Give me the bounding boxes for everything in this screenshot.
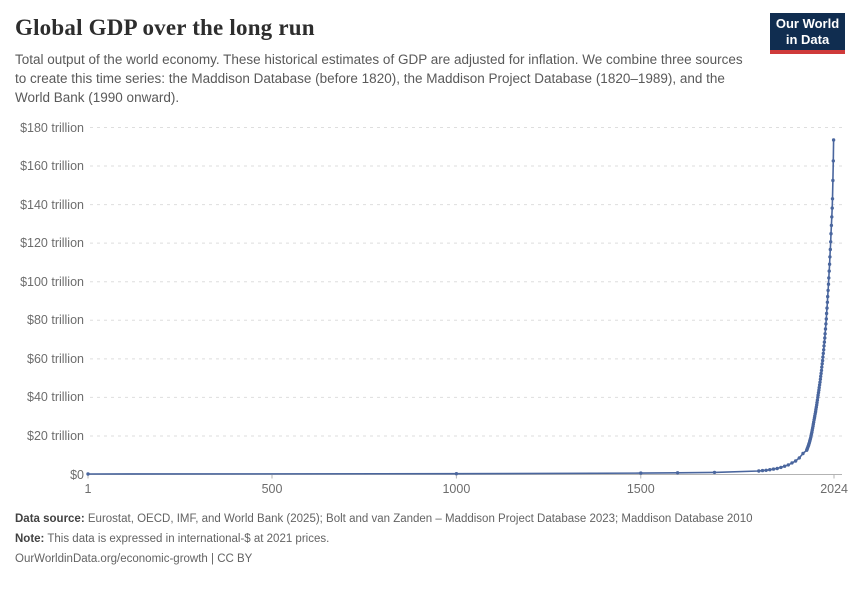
data-point[interactable] <box>815 398 820 402</box>
data-point[interactable] <box>820 365 824 369</box>
y-tick-label: $0 <box>70 467 84 482</box>
note-line: Note: This data is expressed in internat… <box>15 530 815 548</box>
y-tick-label: $160 trillion <box>20 159 84 174</box>
chart-header: Global GDP over the long run Total outpu… <box>0 0 850 107</box>
data-point[interactable] <box>817 383 822 387</box>
data-point[interactable] <box>821 355 825 359</box>
data-point[interactable] <box>779 465 783 470</box>
data-point[interactable] <box>818 380 822 384</box>
data-source-label: Data source: <box>15 513 85 525</box>
data-point[interactable] <box>819 368 824 373</box>
data-point[interactable] <box>816 393 820 397</box>
data-point[interactable] <box>826 288 830 293</box>
data-point[interactable] <box>820 358 825 363</box>
data-point[interactable] <box>831 178 835 183</box>
data-point[interactable] <box>817 388 821 392</box>
data-point[interactable] <box>768 468 772 472</box>
data-point[interactable] <box>757 469 761 473</box>
data-point[interactable] <box>786 463 790 467</box>
y-tick-label: $120 trillion <box>20 236 84 251</box>
owid-logo[interactable]: Our World in Data <box>770 13 845 54</box>
y-tick-label: $180 trillion <box>20 120 84 135</box>
data-point[interactable] <box>831 138 836 142</box>
data-point[interactable] <box>790 461 794 465</box>
data-point[interactable] <box>827 276 831 280</box>
data-point[interactable] <box>675 471 680 475</box>
data-point[interactable] <box>712 470 717 475</box>
y-tick-label: $100 trillion <box>20 274 84 289</box>
data-point[interactable] <box>830 215 834 219</box>
data-point[interactable] <box>817 385 821 390</box>
y-tick-label: $40 trillion <box>27 390 84 405</box>
data-point[interactable] <box>829 223 834 228</box>
data-point[interactable] <box>797 456 801 460</box>
data-point[interactable] <box>818 377 823 381</box>
data-point[interactable] <box>819 371 823 376</box>
data-point[interactable] <box>829 240 833 244</box>
data-point[interactable] <box>816 390 821 395</box>
data-point[interactable] <box>823 336 827 340</box>
x-tick-label: 2024 <box>820 481 848 496</box>
data-source-line: Data source: Eurostat, OECD, IMF, and Wo… <box>15 510 815 528</box>
note-text: This data is expressed in international-… <box>47 533 330 545</box>
data-point[interactable] <box>801 451 805 456</box>
x-tick-label: 1000 <box>442 481 471 496</box>
data-point[interactable] <box>822 348 826 352</box>
y-tick-label: $140 trillion <box>20 197 84 212</box>
data-point[interactable] <box>826 282 831 286</box>
y-tick-label: $80 trillion <box>27 313 84 328</box>
data-point[interactable] <box>828 255 832 259</box>
data-point[interactable] <box>822 340 827 344</box>
x-tick-label: 1500 <box>626 481 655 496</box>
y-tick-label: $60 trillion <box>27 351 84 366</box>
license-line: OurWorldinData.org/economic-growth | CC … <box>15 550 815 568</box>
data-point[interactable] <box>824 317 828 321</box>
gdp-line[interactable] <box>87 139 835 475</box>
chart-footer: Data source: Eurostat, OECD, IMF, and Wo… <box>0 498 850 568</box>
data-point[interactable] <box>824 322 828 326</box>
data-point[interactable] <box>827 262 832 266</box>
data-point[interactable] <box>829 232 833 236</box>
data-point[interactable] <box>830 206 834 210</box>
data-point[interactable] <box>454 472 459 476</box>
data-point[interactable] <box>823 327 828 331</box>
data-point[interactable] <box>639 471 643 475</box>
data-source-text: Eurostat, OECD, IMF, and World Bank (202… <box>87 513 753 525</box>
data-point[interactable] <box>825 306 829 310</box>
owid-logo-line1: Our World <box>775 16 840 31</box>
data-point[interactable] <box>86 472 90 476</box>
data-point[interactable] <box>822 344 826 348</box>
plot-area[interactable] <box>0 112 850 498</box>
owid-link[interactable]: OurWorldinData.org/economic-growth | CC … <box>15 553 253 565</box>
owid-logo-line2: in Data <box>785 32 830 47</box>
data-point[interactable] <box>831 159 835 163</box>
data-point[interactable] <box>771 467 776 471</box>
data-point[interactable] <box>825 300 830 304</box>
data-point[interactable] <box>793 459 798 463</box>
x-tick-label: 1 <box>84 481 92 496</box>
data-point[interactable] <box>830 197 835 201</box>
data-point[interactable] <box>760 468 765 473</box>
note-label: Note: <box>15 533 45 545</box>
chart-title: Global GDP over the long run <box>15 15 315 40</box>
data-point[interactable] <box>827 269 831 273</box>
data-point[interactable] <box>824 311 829 316</box>
x-tick-label: 500 <box>261 481 283 496</box>
data-point[interactable] <box>782 464 787 468</box>
data-point[interactable] <box>775 466 779 471</box>
data-point[interactable] <box>819 374 823 379</box>
data-point[interactable] <box>823 332 827 336</box>
line-chart: $0 $20 trillion $40 trillion $60 trillion $8… <box>0 112 850 498</box>
data-point[interactable] <box>815 400 819 405</box>
chart-subtitle: Total output of the world economy. These… <box>15 52 743 105</box>
data-point[interactable] <box>820 362 824 366</box>
y-tick-label: $20 trillion <box>27 428 84 443</box>
data-point[interactable] <box>764 468 768 472</box>
data-point[interactable] <box>826 294 830 299</box>
data-point[interactable] <box>821 351 825 356</box>
data-point[interactable] <box>828 247 832 252</box>
